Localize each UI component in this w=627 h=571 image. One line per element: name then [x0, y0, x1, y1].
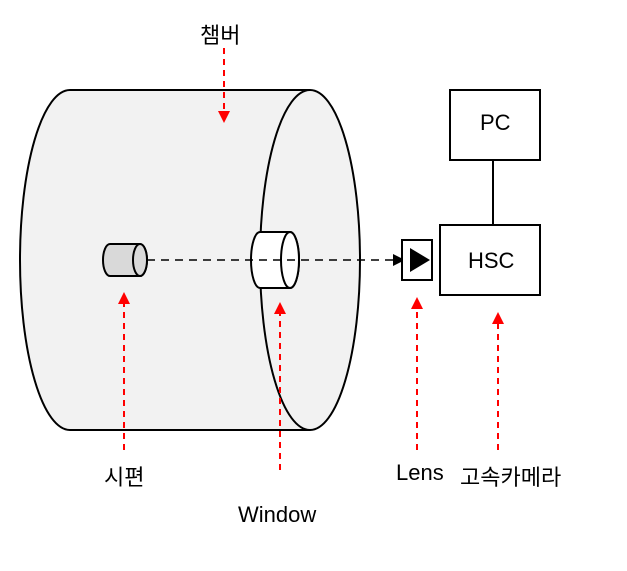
- label-hsc: HSC: [468, 248, 514, 274]
- label-lens: Lens: [396, 460, 444, 486]
- label-camera: 고속카메라: [460, 460, 561, 492]
- label-chamber: 챔버: [200, 18, 240, 50]
- label-pc: PC: [480, 110, 511, 136]
- label-window: Window: [238, 502, 316, 528]
- label-specimen: 시편: [104, 460, 144, 492]
